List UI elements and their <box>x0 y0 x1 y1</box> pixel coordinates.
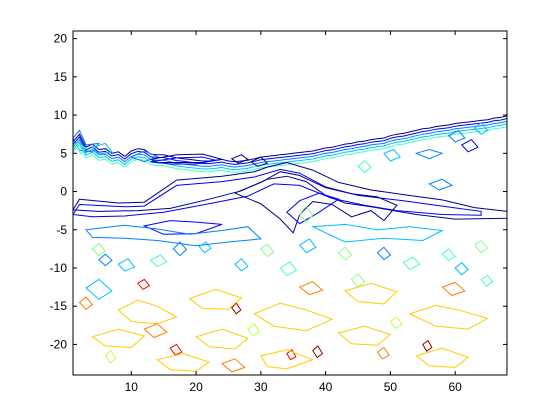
contour-line-10 <box>75 143 87 156</box>
x-tick-label: 20 <box>189 380 203 394</box>
contour-line-54 <box>143 323 168 339</box>
x-tick-label: 60 <box>448 380 462 394</box>
contour-line-63 <box>260 243 275 258</box>
contour-line-29 <box>279 261 298 277</box>
contour-line-15 <box>414 148 444 160</box>
contour-line-53 <box>156 353 211 372</box>
y-tick-label: 20 <box>54 32 68 46</box>
contour-line-2 <box>230 154 249 164</box>
axes-box <box>72 30 508 376</box>
axis-ticks: 10 20 30 40 50 60 -20 -15 -10 -5 0 5 10 15 20 <box>50 31 507 394</box>
y-tick-label: 5 <box>60 146 67 160</box>
contour-line-upper-boundary-1 <box>73 118 507 165</box>
y-tick-label: -10 <box>50 261 68 275</box>
contour-line-49 <box>195 328 249 350</box>
contour-line-64 <box>473 239 489 254</box>
contour-line-22 <box>310 223 444 243</box>
y-tick-label: -15 <box>50 299 68 313</box>
contour-line-11 <box>129 150 159 163</box>
contour-line-32 <box>454 261 469 276</box>
contour-line-12 <box>299 205 314 223</box>
contour-line-39 <box>312 345 324 359</box>
contour-line-19 <box>428 178 454 191</box>
contour-line-3 <box>250 156 269 167</box>
contour-line-17 <box>460 138 479 153</box>
contour-line-18 <box>357 160 372 174</box>
contour-line-35 <box>78 296 94 310</box>
contour-line-51 <box>337 325 392 346</box>
y-tick-label: 0 <box>60 185 67 199</box>
contour-line-31 <box>402 256 421 271</box>
contour-line-13 <box>447 129 466 143</box>
x-tick-label: 50 <box>384 380 398 394</box>
contour-line-24 <box>198 241 212 254</box>
contour-line-48 <box>91 328 146 349</box>
x-tick-label: 40 <box>319 380 333 394</box>
y-tick-label: -5 <box>56 223 67 237</box>
contour-line-upper-boundary-2 <box>73 120 507 168</box>
y-tick-label: 10 <box>54 108 68 122</box>
contour-line-44 <box>188 288 243 310</box>
contour-line-58 <box>104 349 117 364</box>
contour-line-61 <box>91 242 107 257</box>
y-tick-label: -20 <box>50 337 68 351</box>
contour-line-23 <box>172 241 188 257</box>
contour-line-14 <box>473 121 489 135</box>
contour-line-60 <box>389 316 403 330</box>
contour-line-38 <box>169 343 183 356</box>
contour-line-36 <box>137 278 151 291</box>
contour-line-5 <box>73 168 482 218</box>
y-tick-label: 15 <box>54 70 68 84</box>
contour-line-34 <box>85 278 113 300</box>
contour-line-26 <box>117 258 136 272</box>
x-tick-label: 30 <box>254 380 268 394</box>
contour-line-20 <box>142 220 223 235</box>
contour-line-59 <box>247 323 261 337</box>
contour-line-50 <box>260 349 315 370</box>
contour-line-33 <box>480 274 494 287</box>
contour-line-67 <box>441 248 456 261</box>
contour-line-25 <box>98 253 113 267</box>
contour-line-52 <box>415 347 470 368</box>
x-tick-label: 10 <box>125 380 139 394</box>
contour-line-56 <box>441 281 466 297</box>
contour-line-6 <box>233 171 398 234</box>
contour-line-21 <box>85 224 263 247</box>
plot-area <box>73 115 507 373</box>
contour-line-57 <box>221 358 246 373</box>
contour-line-28 <box>234 258 249 272</box>
contour-line-30 <box>350 273 366 288</box>
contour-line-43 <box>117 299 178 325</box>
contour-line-37 <box>231 302 242 315</box>
contour-line-1 <box>150 156 216 165</box>
contour-line-46 <box>344 282 398 305</box>
contour-line-40 <box>422 339 433 353</box>
contour-line-16 <box>383 148 401 162</box>
contour-line-47 <box>408 304 489 330</box>
contour-line-62 <box>337 246 353 261</box>
contour-line-4 <box>73 161 507 220</box>
contour-line-27 <box>149 254 168 267</box>
contour-line-65 <box>376 246 392 261</box>
contour-line-55 <box>298 281 324 296</box>
contour-line-upper-boundary-0 <box>73 115 507 163</box>
contour-line-66 <box>298 238 317 254</box>
contour-line-7 <box>286 192 340 225</box>
contour-line-9 <box>91 142 113 155</box>
contour-line-42 <box>376 346 390 360</box>
contour-line-upper-boundary-3 <box>73 123 507 171</box>
contour-line-45 <box>253 302 334 332</box>
